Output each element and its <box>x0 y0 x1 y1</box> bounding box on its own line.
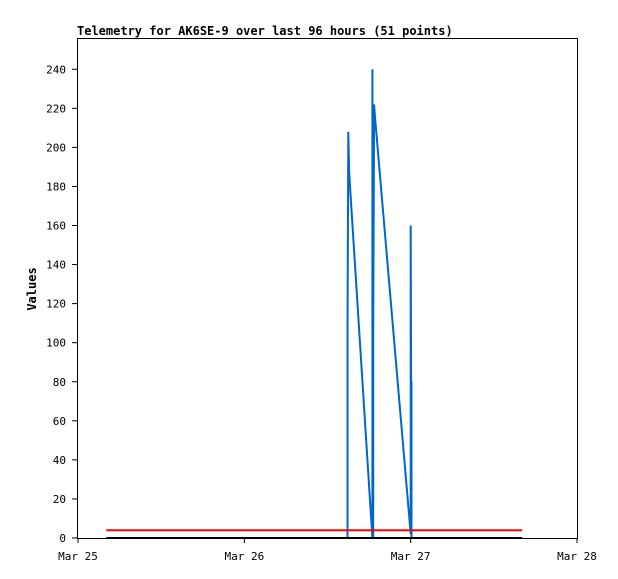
y-tick-label: 140 <box>46 259 66 272</box>
x-axis: Mar 25 Mar 26 Mar 27 Mar 28 <box>58 538 597 563</box>
y-tick-label: 0 <box>59 532 66 545</box>
y-tick-label: 40 <box>53 454 66 467</box>
y-tick-label: 60 <box>53 415 66 428</box>
series-layer <box>106 69 523 539</box>
y-tick-label: 160 <box>46 220 66 233</box>
y-tick-label: 240 <box>46 63 66 76</box>
x-tick-label: Mar 27 <box>391 550 431 563</box>
y-axis: 0 20 40 60 80 100 120 140 160 180 200 220 240 <box>46 63 78 545</box>
y-tick-label: 20 <box>53 493 66 506</box>
y-tick-label: 80 <box>53 376 66 389</box>
y-tick-label: 180 <box>46 180 66 193</box>
x-tick-label: Mar 26 <box>224 550 264 563</box>
chart-title: Telemetry for AK6SE-9 over last 96 hours… <box>77 24 453 38</box>
x-tick-label: Mar 25 <box>58 550 98 563</box>
y-tick-label: 120 <box>46 298 66 311</box>
series-line-0 <box>346 69 413 539</box>
y-tick-label: 200 <box>46 141 66 154</box>
x-tick-label: Mar 28 <box>557 550 597 563</box>
y-tick-label: 220 <box>46 102 66 115</box>
y-axis-label: Values <box>25 267 39 310</box>
y-tick-label: 100 <box>46 337 66 350</box>
plot-area <box>77 38 578 539</box>
